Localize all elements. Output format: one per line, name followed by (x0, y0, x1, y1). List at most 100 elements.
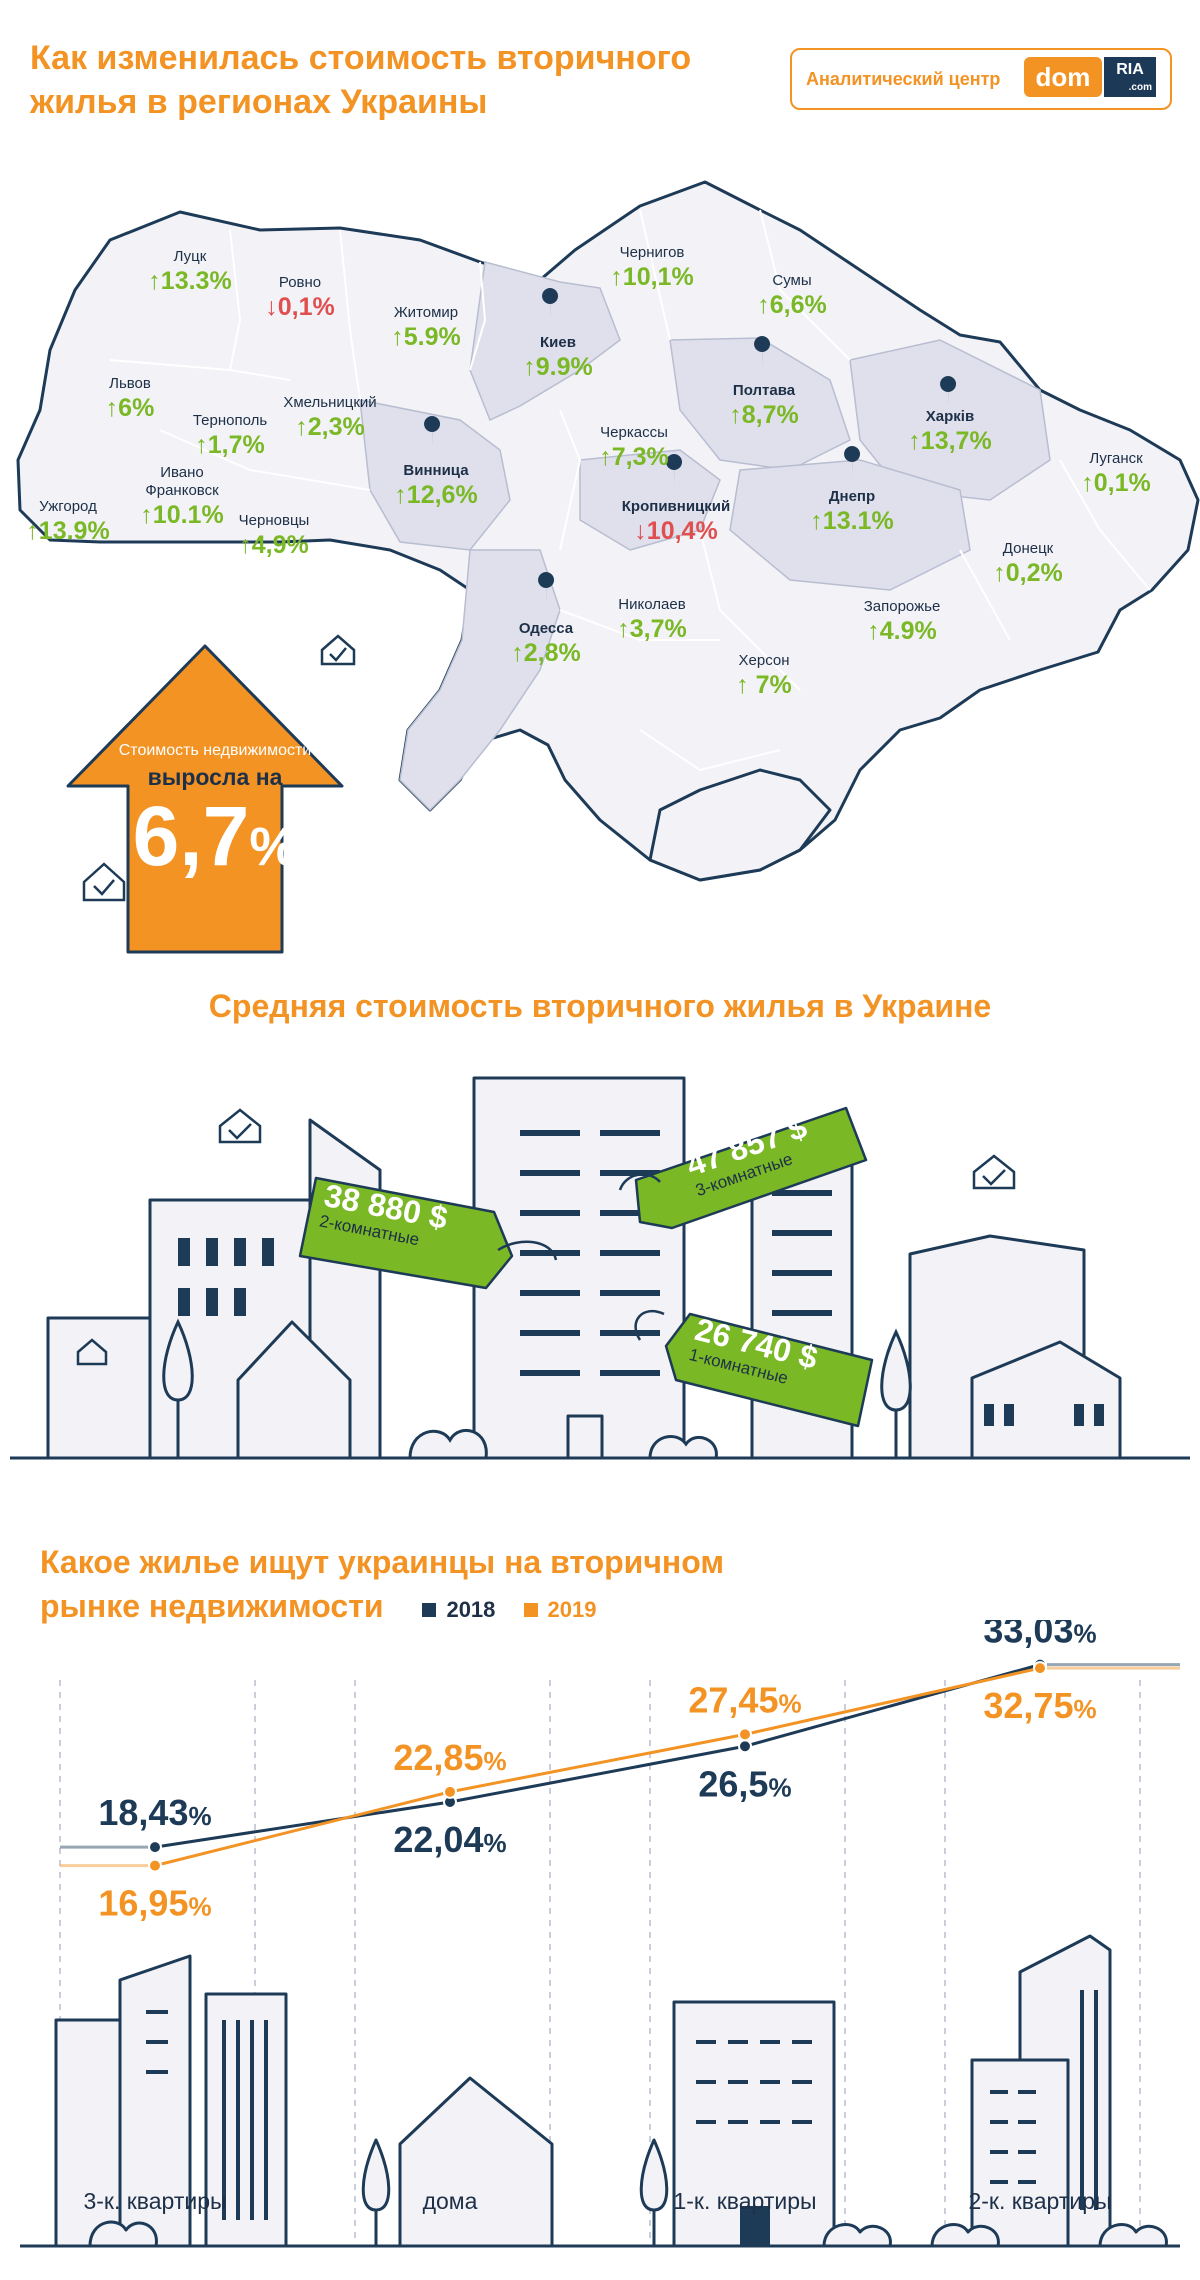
chart-category-label: дома (422, 2188, 478, 2214)
legend-2018: 2018 (422, 1597, 501, 1622)
building-center-door (566, 1414, 604, 1460)
chart-lines (60, 1663, 1180, 1868)
region-name: Луганск (1089, 450, 1143, 467)
region-value: ↑8,7% (729, 401, 799, 429)
growth-value: 6,7 (132, 789, 250, 883)
region-name: Ивано Франковск (145, 464, 219, 499)
pin-kharkiv (940, 376, 957, 408)
region-zaporizhzhia: Запорожье ↑4.9% (864, 598, 941, 646)
region-donetsk: Донецк ↑0,2% (993, 540, 1062, 588)
logo-dom: dom (1024, 57, 1102, 97)
region-name: Херсон (738, 652, 790, 669)
chart-category-label: 1-к. квартиры (673, 2188, 817, 2214)
building-far-right-house (970, 1340, 1122, 1460)
city-illustration (10, 1076, 1190, 1460)
pin-vinnytsia (424, 416, 441, 448)
chart-labels: 18,43% 22,04% 26,5% 33,03% 16,95% 22,85% 27,45… (98, 1620, 1096, 1924)
search-title-line1: Какое жилье ищут украинцы на вторичном (40, 1544, 725, 1580)
house-check-icon-5 (76, 1338, 108, 1366)
house-check-icon-2 (82, 862, 126, 902)
pin-kropyvnytskyi (666, 454, 683, 486)
region-name: Тернополь (192, 412, 268, 429)
bush-2room (930, 2223, 1000, 2248)
search-title: Какое жилье ищут украинцы на вторичном р… (40, 1540, 724, 1632)
legend-2019: 2019 (523, 1597, 596, 1622)
bush-2room-b (1098, 2223, 1168, 2248)
region-zhytomyr: Житомир ↑5.9% (391, 304, 460, 352)
series-2019-data-label: 32,75% (983, 1685, 1096, 1726)
region-value: ↑4,9% (239, 531, 309, 559)
region-value: ↑12,6% (394, 481, 478, 509)
map-crimea (648, 768, 832, 882)
region-name: Черновцы (238, 512, 310, 529)
region-name: Хмельницкий (283, 394, 377, 411)
region-cherkasy: Черкассы ↑7,3% (599, 424, 668, 472)
region-dnipro: Днепр ↑13.1% (810, 488, 893, 536)
region-value: ↑3,7% (617, 615, 687, 643)
region-poltava: Полтава ↑8,7% (729, 382, 798, 430)
tree-house (361, 2138, 391, 2212)
growth-arrow (66, 644, 344, 954)
region-name: Кропивницкий (621, 498, 731, 515)
map-region-odesa (399, 549, 561, 812)
legend-2018-label: 2018 (446, 1597, 496, 1622)
trees (162, 1318, 912, 1458)
region-name: Житомир (393, 304, 459, 321)
region-kropyvnytskyi: Кропивницкий ↓10,4% (622, 498, 730, 546)
region-rivne: Ровно ↓0,1% (265, 274, 334, 322)
series-2019-point (443, 1784, 457, 1799)
region-name: Львов (109, 375, 151, 392)
region-name: Ровно (278, 274, 322, 291)
series-2018-point (738, 1739, 752, 1754)
series-2018-data-label: 18,43% (98, 1792, 211, 1833)
region-mykolaiv: Николаев ↑3,7% (617, 596, 686, 644)
windows (178, 1130, 1104, 1426)
page-title: Как изменилась стоимость вторичного жиль… (30, 36, 691, 124)
logo-text: Аналитический центр (806, 69, 1001, 89)
growth-highlight: Стоимость недвижимости выросла на 6,7% (100, 742, 330, 906)
logo-com-label: .com (1128, 82, 1152, 93)
search-title-line2: рынке недвижимости 2018 2019 (40, 1584, 724, 1632)
region-value: ↑10,1% (610, 263, 694, 291)
series-2019-point (148, 1858, 162, 1873)
region-value: ↑10.1% (140, 501, 224, 529)
region-ternopil: Тернополь ↑1,7% (193, 412, 267, 460)
region-value: ↑ 7% (736, 671, 792, 699)
region-lutsk: Луцк ↑13.3% (148, 248, 231, 296)
region-name: Харків (925, 408, 975, 425)
house-main (398, 2076, 554, 2248)
region-name: Луцк (173, 248, 207, 265)
region-name: Киев (540, 334, 576, 351)
region-chernihiv: Чернигов ↑10,1% (610, 244, 693, 292)
region-value: ↑13,7% (908, 427, 992, 455)
legend-2018-swatch (422, 1603, 437, 1617)
region-luhansk: Луганск ↑0,1% (1081, 450, 1150, 498)
map-region-poltava (669, 337, 851, 471)
ukraine-map (16, 180, 1200, 902)
region-value: ↑7,3% (599, 443, 669, 471)
region-name: Чернигов (619, 244, 685, 261)
growth-unit: % (249, 817, 298, 877)
region-value: ↑9.9% (523, 353, 593, 381)
series-2019-data-label: 27,45% (688, 1679, 801, 1720)
region-value: ↑2,3% (295, 413, 365, 441)
bush-3room (88, 2220, 158, 2248)
region-khmelnytskyi: Хмельницкий ↑2,3% (283, 394, 376, 442)
growth-line2: выросла на (147, 764, 283, 790)
price-tag-3room (634, 1106, 868, 1230)
chart-guides (59, 1680, 1141, 2240)
series-2018-data-label: 26,5% (698, 1763, 791, 1804)
price-tag-shapes (298, 1106, 874, 1428)
building-left-low (46, 1316, 170, 1460)
building-3room-c (204, 1992, 288, 2248)
series-2018-data-label: 22,04% (393, 1819, 506, 1860)
region-value: ↑1,7% (195, 431, 265, 459)
house-check-icon-3 (218, 1108, 262, 1144)
chart-points (148, 1657, 1047, 1873)
region-vinnytsia: Винница ↑12,6% (394, 462, 477, 510)
region-uzhhorod: Ужгород ↑13.9% (26, 498, 109, 546)
series-2019-point (1033, 1661, 1047, 1676)
series-2018-data-label: 33,03% (983, 1620, 1096, 1651)
pin-dnipro (844, 446, 861, 478)
region-chernivtsi: Черновцы ↑4,9% (239, 512, 310, 560)
